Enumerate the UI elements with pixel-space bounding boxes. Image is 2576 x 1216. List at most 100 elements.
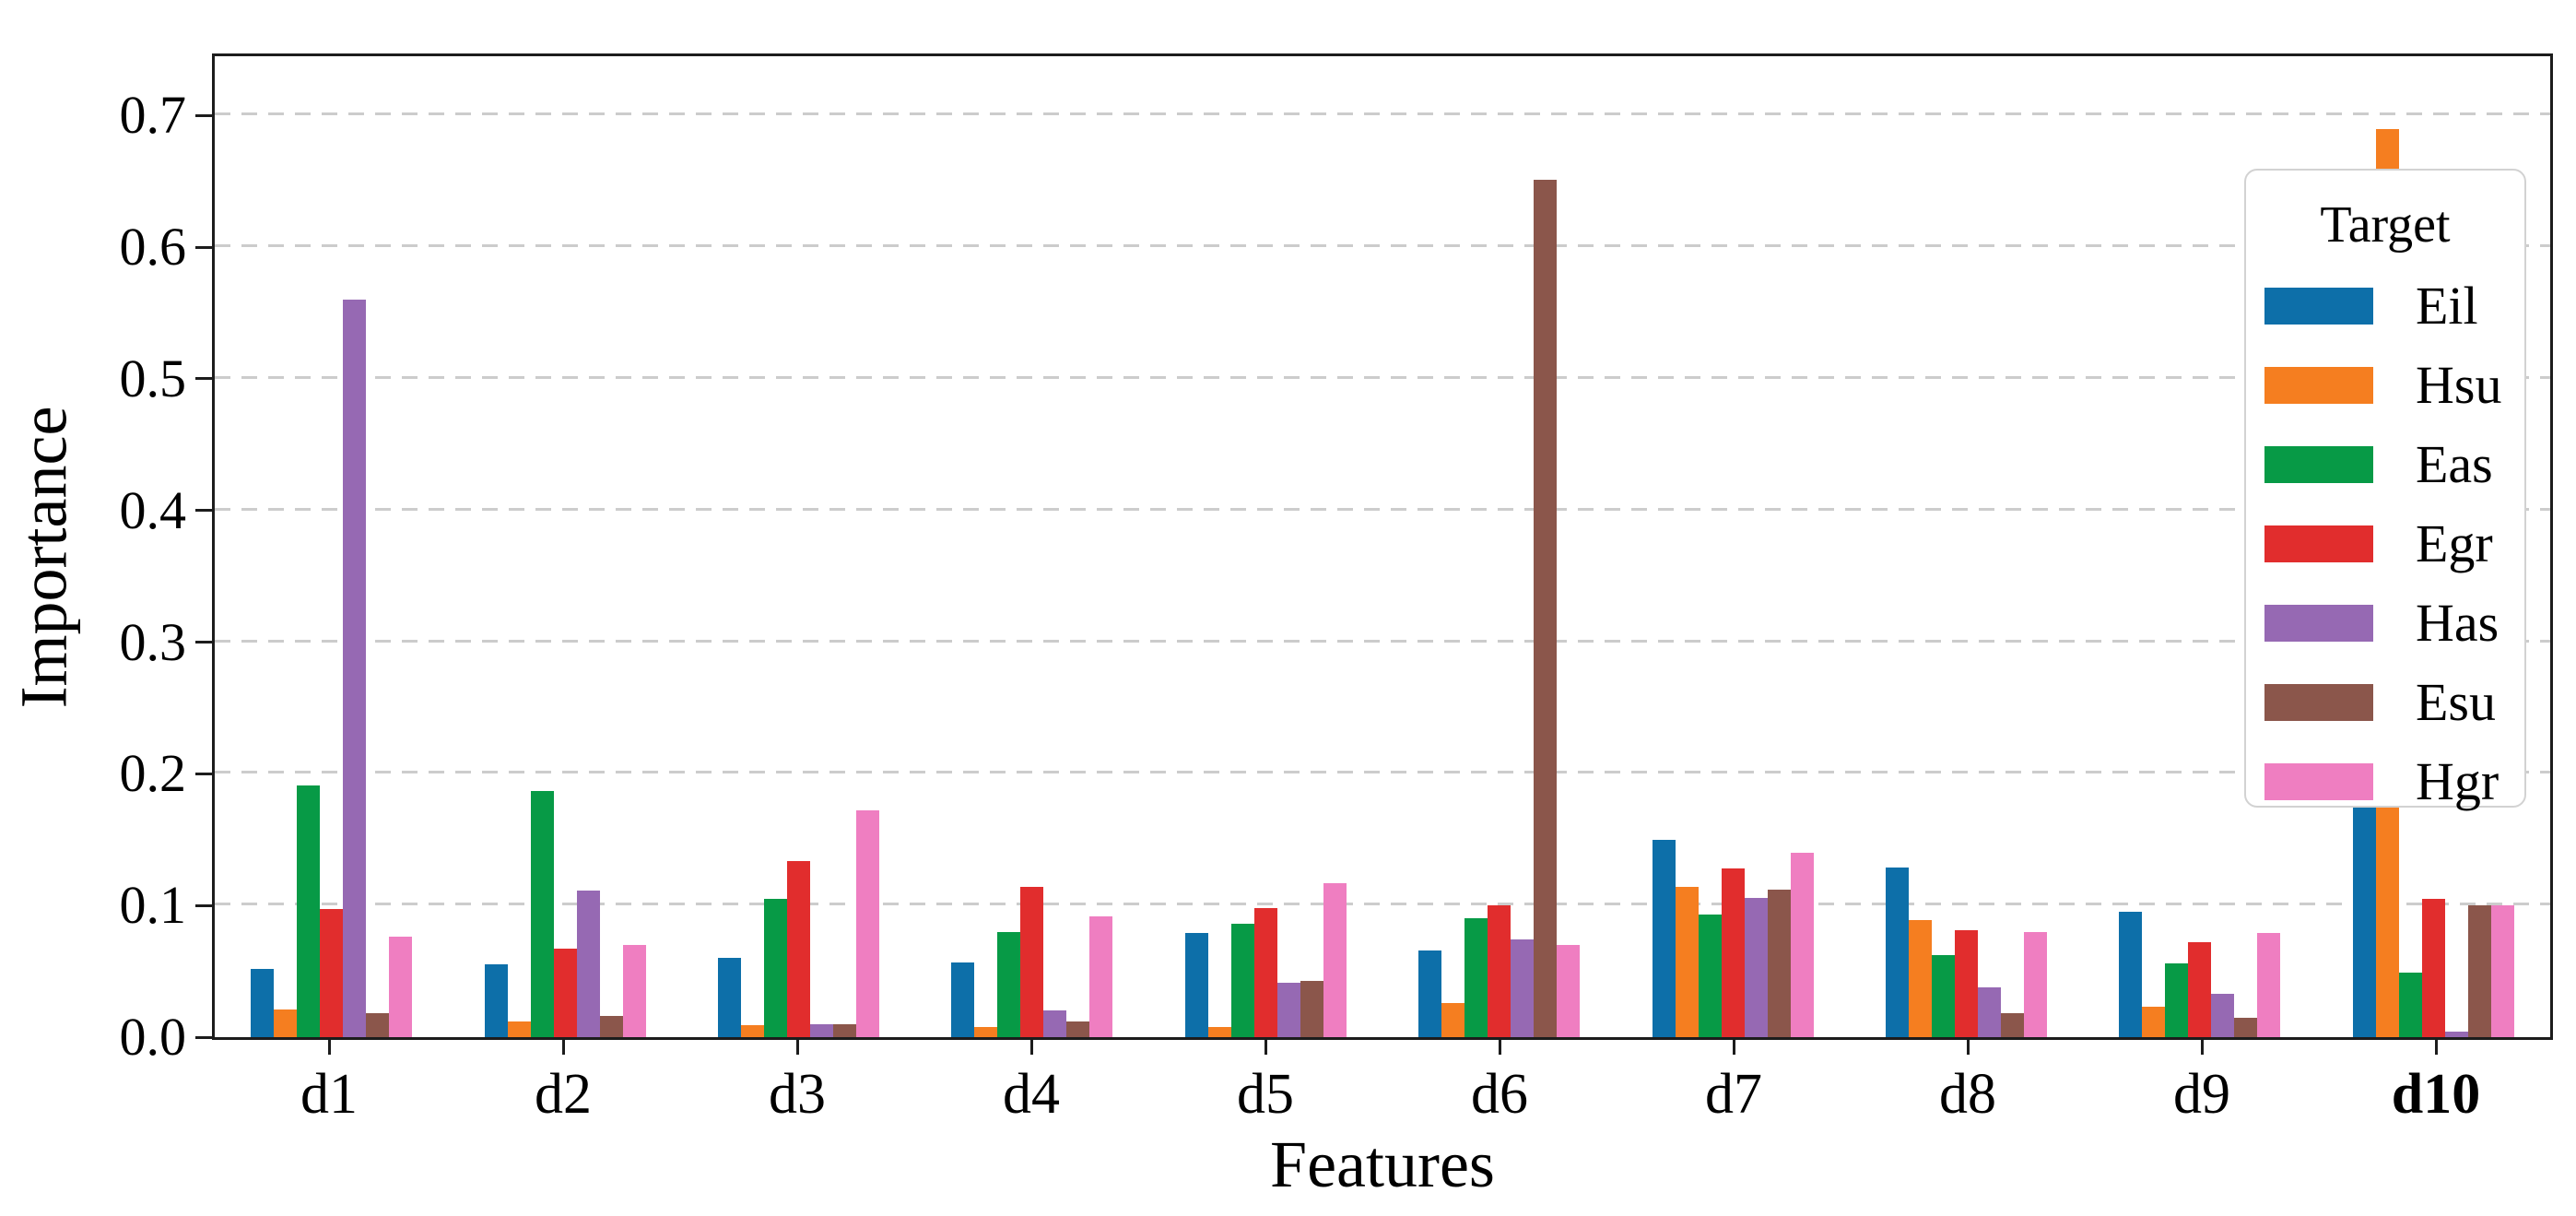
x-axis-title: Features xyxy=(1270,1127,1495,1201)
x-tick-label-d5: d5 xyxy=(1237,1063,1294,1126)
legend-item-Esu: Esu xyxy=(2264,663,2506,742)
bar-Eas-d5 xyxy=(1230,924,1254,1037)
bar-Hsu-d6 xyxy=(1441,1002,1465,1037)
y-tick-label-0.2: 0.2 xyxy=(119,743,187,804)
x-tick-label-d3: d3 xyxy=(769,1063,826,1126)
bar-Eas-d3 xyxy=(764,899,788,1037)
bar-Has-d4 xyxy=(1043,1010,1067,1037)
bar-Egr-d4 xyxy=(1020,887,1044,1037)
bar-Esu-d10 xyxy=(2467,905,2491,1037)
bar-Has-d6 xyxy=(1511,939,1535,1037)
gridline-0.6 xyxy=(215,244,2550,248)
bar-Esu-d5 xyxy=(1300,980,1323,1037)
bar-Eas-d2 xyxy=(530,790,554,1037)
legend-label-Hsu: Hsu xyxy=(2416,355,2502,415)
y-tick-mark-0.0 xyxy=(195,1035,212,1039)
bar-Hgr-d3 xyxy=(856,810,880,1037)
bar-Hsu-d8 xyxy=(1909,919,1933,1037)
bar-group-d3 xyxy=(682,56,915,1037)
x-tick-mark-d4 xyxy=(1029,1040,1033,1055)
bar-Egr-d3 xyxy=(787,860,811,1037)
legend-label-Eil: Eil xyxy=(2416,276,2478,336)
bar-Esu-d4 xyxy=(1066,1021,1090,1037)
x-tick-label-d7: d7 xyxy=(1705,1063,1762,1126)
plot-area: Target Eil Hsu Eas Egr Has Esu Hgr xyxy=(212,53,2553,1040)
y-tick-mark-0.2 xyxy=(195,772,212,775)
bar-group-d6 xyxy=(1382,56,1616,1037)
bar-Eas-d6 xyxy=(1464,918,1488,1037)
bar-group-d1 xyxy=(215,56,448,1037)
bar-Eas-d4 xyxy=(997,931,1021,1037)
bar-Has-d3 xyxy=(810,1023,834,1037)
bar-Esu-d8 xyxy=(2001,1013,2025,1037)
bar-Egr-d1 xyxy=(320,909,344,1037)
x-tick-mark-d10 xyxy=(2434,1040,2438,1055)
bar-Hsu-d9 xyxy=(2142,1007,2166,1037)
x-tick-mark-d6 xyxy=(1498,1040,1501,1055)
bar-Eil-d4 xyxy=(951,962,975,1037)
y-tick-mark-0.5 xyxy=(195,377,212,381)
bar-Has-d9 xyxy=(2211,993,2235,1037)
x-tick-label-d4: d4 xyxy=(1003,1063,1060,1126)
bar-Esu-d2 xyxy=(599,1016,623,1037)
bar-Hgr-d2 xyxy=(622,945,646,1037)
bar-Hgr-d4 xyxy=(1089,915,1113,1037)
gridline-0.4 xyxy=(215,507,2550,511)
bar-Hgr-d1 xyxy=(389,937,413,1037)
bar-Esu-d7 xyxy=(1767,890,1791,1037)
bar-Has-d5 xyxy=(1276,983,1300,1037)
bar-group-d5 xyxy=(1149,56,1382,1037)
bar-Hgr-d8 xyxy=(2024,931,2048,1037)
bar-Hgr-d9 xyxy=(2257,933,2281,1037)
x-tick-mark-d9 xyxy=(2200,1040,2204,1055)
bar-Hsu-d3 xyxy=(741,1025,765,1037)
y-tick-label-0.6: 0.6 xyxy=(119,217,187,277)
bar-Hsu-d7 xyxy=(1675,887,1699,1037)
bar-Eas-d1 xyxy=(297,785,321,1037)
x-tick-mark-d8 xyxy=(1966,1040,1970,1055)
x-tick-mark-d7 xyxy=(1732,1040,1735,1055)
bar-group-d4 xyxy=(915,56,1148,1037)
bar-Egr-d6 xyxy=(1488,905,1511,1037)
x-tick-label-d6: d6 xyxy=(1471,1063,1528,1126)
bar-Egr-d9 xyxy=(2188,942,2212,1037)
x-tick-label-d10: d10 xyxy=(2391,1063,2481,1126)
y-tick-label-0.4: 0.4 xyxy=(119,479,187,540)
bar-group-d8 xyxy=(1850,56,2083,1037)
bar-Esu-d1 xyxy=(366,1013,390,1037)
legend-swatch-Hsu xyxy=(2264,367,2373,404)
bar-Hgr-d5 xyxy=(1323,882,1347,1037)
y-tick-mark-0.6 xyxy=(195,245,212,249)
y-tick-label-0.3: 0.3 xyxy=(119,611,187,672)
y-tick-label-0.5: 0.5 xyxy=(119,348,187,408)
bar-Has-d7 xyxy=(1744,897,1768,1037)
legend: Target Eil Hsu Eas Egr Has Esu Hgr xyxy=(2244,169,2526,809)
y-tick-mark-0.3 xyxy=(195,641,212,644)
bar-Has-d1 xyxy=(343,300,367,1037)
legend-items: Eil Hsu Eas Egr Has Esu Hgr xyxy=(2264,266,2506,821)
y-tick-label-0.7: 0.7 xyxy=(119,85,187,146)
legend-swatch-Esu xyxy=(2264,684,2373,721)
y-tick-label-0.1: 0.1 xyxy=(119,875,187,936)
gridline-0.2 xyxy=(215,771,2550,774)
bar-Eas-d9 xyxy=(2165,963,2189,1037)
legend-swatch-Hgr xyxy=(2264,763,2373,800)
legend-item-Egr: Egr xyxy=(2264,504,2506,584)
legend-item-Eil: Eil xyxy=(2264,266,2506,346)
bar-Hsu-d2 xyxy=(507,1021,531,1037)
bar-Eil-d8 xyxy=(1886,867,1910,1037)
bar-Egr-d8 xyxy=(1955,930,1979,1037)
legend-swatch-Eil xyxy=(2264,288,2373,325)
y-axis-title: Importance xyxy=(6,406,81,709)
bar-Egr-d5 xyxy=(1253,908,1277,1037)
bar-Esu-d9 xyxy=(2234,1017,2258,1037)
bar-Has-d2 xyxy=(576,891,600,1037)
legend-label-Hgr: Hgr xyxy=(2416,751,2500,811)
legend-label-Eas: Eas xyxy=(2416,434,2493,494)
x-tick-mark-d1 xyxy=(327,1040,331,1055)
legend-item-Hsu: Hsu xyxy=(2264,346,2506,425)
bar-Hsu-d1 xyxy=(274,1009,298,1037)
x-tick-mark-d5 xyxy=(1264,1040,1267,1055)
bar-Egr-d7 xyxy=(1721,868,1745,1037)
